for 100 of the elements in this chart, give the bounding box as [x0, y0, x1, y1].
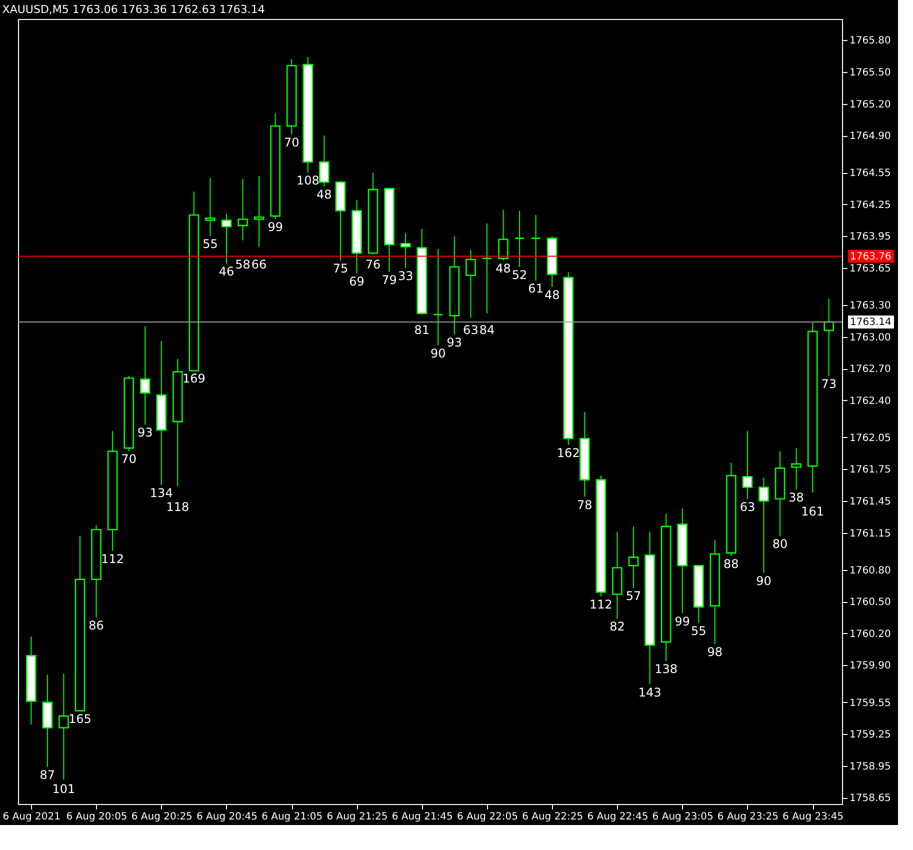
text: 108: [296, 174, 320, 188]
y-tick-label: 1763.00: [850, 332, 891, 344]
y-tick-label: 1759.90: [850, 660, 891, 672]
y-tick-label: 1765.50: [850, 67, 891, 78]
chart-title: XAUUSD,M5 1763.06 1763.36 1762.63 1763.14: [2, 3, 265, 16]
y-tick-label: 1765.80: [850, 36, 891, 47]
text: 84: [479, 322, 495, 337]
text: 88: [724, 557, 739, 572]
text: 134: [150, 486, 173, 500]
candlestick: [221, 213, 232, 264]
text: 52: [512, 268, 528, 282]
y-tick-label: 1759.55: [850, 698, 891, 709]
text: 48: [544, 288, 560, 302]
text: 46: [218, 264, 234, 279]
text: 61: [528, 282, 544, 296]
ref-line-label: 1763.14: [850, 316, 892, 328]
text: 48: [496, 262, 511, 276]
text: 79: [382, 273, 397, 288]
text: 165: [68, 712, 92, 726]
x-tick-label: 6 Aug 23:05: [652, 812, 714, 822]
candlestick: [742, 430, 753, 500]
text: 63: [463, 322, 478, 337]
text: 82: [610, 620, 625, 634]
x-tick-label: 6 Aug 20:05: [66, 812, 128, 822]
candlestick: [530, 214, 541, 282]
text: 93: [137, 426, 153, 440]
candlestick: [466, 249, 476, 318]
ref-line-label: 1763.76: [850, 251, 892, 262]
text: 143: [638, 685, 662, 700]
candlestick: [58, 673, 69, 780]
y-tick-label: 1763.95: [850, 232, 891, 243]
text: 76: [365, 257, 381, 272]
x-tick-label: 6 Aug 2021: [2, 812, 60, 822]
text: 112: [101, 552, 124, 566]
x-tick-label: 6 Aug 21:05: [262, 812, 323, 822]
text: 70: [284, 135, 300, 150]
x-tick-label: 6 Aug 23:25: [717, 812, 778, 822]
x-tick-label: 6 Aug 23:45: [782, 812, 844, 822]
y-tick-label: 1765.20: [850, 99, 891, 110]
text: 69: [349, 274, 364, 288]
y-tick-label: 1761.45: [850, 496, 891, 508]
text: 70: [121, 452, 136, 466]
x-tick-label: 6 Aug 22:05: [456, 812, 518, 822]
y-tick-label: 1764.25: [850, 200, 891, 211]
text: 38: [788, 490, 804, 504]
text: 48: [316, 187, 332, 202]
text: 58: [235, 257, 250, 272]
y-tick-label: 1760.20: [850, 628, 891, 640]
x-tick-label: 6 Aug 22:45: [587, 812, 648, 822]
text: 33: [398, 268, 414, 283]
candlestick: [514, 210, 525, 268]
text: 81: [414, 322, 430, 337]
text: 101: [52, 782, 76, 796]
text: 75: [332, 262, 348, 276]
x-tick-label: 6 Aug 21:45: [392, 812, 453, 822]
text: 55: [690, 624, 706, 638]
text: 66: [251, 257, 267, 272]
text: 57: [626, 588, 642, 603]
candlestick: [628, 526, 639, 588]
candlestick: [140, 326, 150, 426]
text: 90: [430, 346, 446, 360]
text: 118: [166, 500, 190, 514]
x-tick-label: 6 Aug 20:45: [196, 812, 258, 822]
candlestick: [758, 477, 769, 574]
x-tick-label: 6 Aug 22:25: [522, 812, 584, 822]
y-tick-label: 1761.75: [850, 464, 891, 476]
y-tick-label: 1762.40: [850, 396, 891, 407]
y-tick-label: 1764.55: [850, 168, 891, 180]
y-tick-label: 1758.65: [850, 793, 891, 804]
candlestick: [432, 248, 444, 346]
text: 87: [40, 768, 56, 782]
candlestick: [319, 135, 330, 187]
y-tick-label: 1762.70: [850, 364, 891, 376]
text: 98: [707, 645, 723, 660]
y-tick-label: 1758.95: [850, 761, 891, 772]
text: 162: [556, 446, 580, 460]
y-tick-label: 1764.90: [850, 131, 891, 142]
text: 63: [740, 500, 756, 514]
candlestick: [254, 175, 264, 248]
y-tick-label: 1759.25: [850, 730, 891, 741]
text: 161: [801, 504, 824, 518]
text: 86: [88, 618, 104, 633]
text: 78: [577, 498, 592, 512]
candlestick: [238, 178, 248, 241]
candlestick: [791, 448, 802, 490]
y-tick-label: 1762.05: [850, 432, 891, 444]
text: 99: [268, 220, 283, 234]
y-tick-label: 1760.50: [850, 597, 891, 608]
y-tick-label: 1761.15: [850, 528, 891, 540]
text: 73: [821, 377, 836, 392]
text: 80: [772, 536, 788, 551]
x-tick-label: 6 Aug 20:25: [131, 812, 192, 822]
y-tick-label: 1760.80: [850, 565, 891, 576]
text: 169: [182, 372, 206, 386]
text: 55: [202, 237, 218, 252]
x-tick-label: 6 Aug 21:25: [326, 812, 388, 822]
candlestick: [498, 209, 508, 262]
text: 138: [654, 662, 678, 676]
candlestick: [400, 232, 411, 268]
candlestick: [824, 298, 834, 377]
